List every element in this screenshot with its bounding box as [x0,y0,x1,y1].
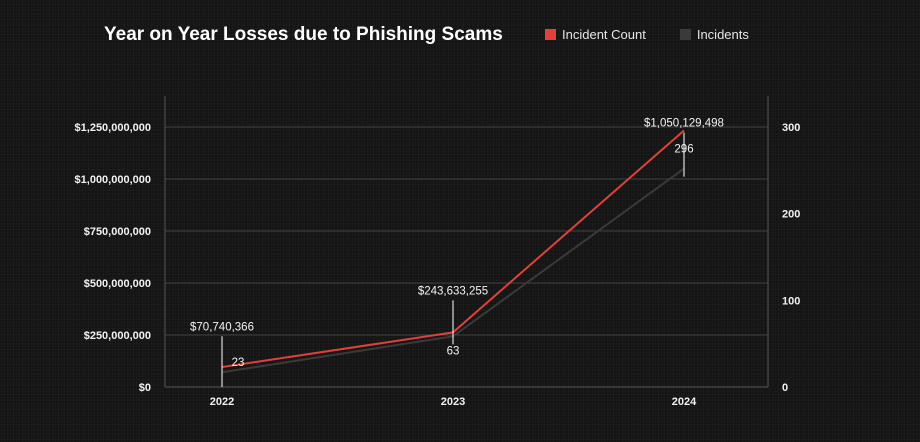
legend-swatch-incident-count [545,29,556,40]
data-label-incidents-2024: $1,050,129,498 [644,118,724,130]
y-right-tick-300: 300 [782,122,800,134]
x-tick-2024: 2024 [672,396,697,408]
legend-item-incident-count[interactable]: Incident Count [545,27,646,42]
y-left-tick-250-000-000: $250,000,000 [84,330,151,342]
y-right-tick-200: 200 [782,209,800,221]
legend-label-incident-count: Incident Count [562,27,646,42]
data-label-incidents-2023: $243,633,255 [418,285,488,297]
y-left-tick-500-000-000: $500,000,000 [84,278,151,290]
data-label-incident-count-2023: 63 [447,345,460,357]
y-left-tick-750-000-000: $750,000,000 [84,226,151,238]
y-left-tick-0: $0 [139,382,151,394]
data-label-incidents-2022: $70,740,366 [190,321,254,333]
legend-swatch-incidents [679,29,691,40]
y-left-tick-1-000-000-000: $1,000,000,000 [75,174,151,186]
x-tick-2022: 2022 [210,396,234,408]
x-tick-2023: 2023 [441,396,465,408]
y-left-tick-1-250-000-000: $1,250,000,000 [75,122,151,134]
legend-item-incidents[interactable]: Incidents [679,27,749,42]
chart-title: Year on Year Losses due to Phishing Scam… [104,24,503,45]
data-label-incident-count-2024: 296 [674,143,693,155]
y-right-tick-0: 0 [782,382,788,394]
legend: Incident Count Incidents [545,27,749,42]
data-label-incident-count-2022: 23 [232,357,245,369]
legend-label-incidents: Incidents [696,27,749,42]
y-right-tick-100: 100 [782,295,800,307]
